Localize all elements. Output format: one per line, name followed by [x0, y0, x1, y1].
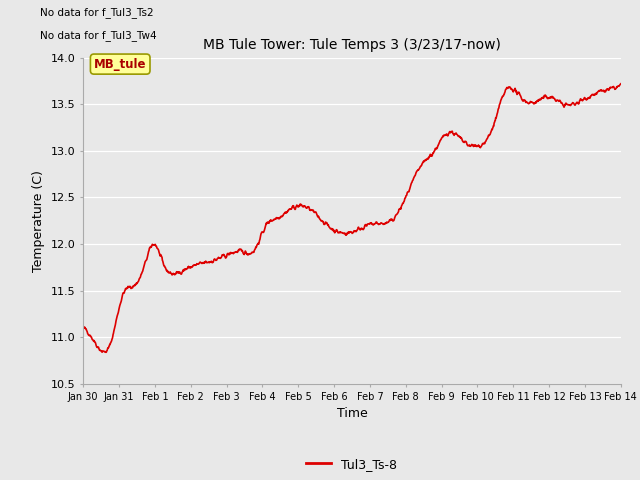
Text: MB_tule: MB_tule — [94, 58, 147, 71]
Title: MB Tule Tower: Tule Temps 3 (3/23/17-now): MB Tule Tower: Tule Temps 3 (3/23/17-now… — [203, 38, 501, 52]
Y-axis label: Temperature (C): Temperature (C) — [32, 170, 45, 272]
Text: No data for f_Tul3_Tw4: No data for f_Tul3_Tw4 — [40, 30, 157, 41]
X-axis label: Time: Time — [337, 407, 367, 420]
Legend: Tul3_Ts-8: Tul3_Ts-8 — [301, 453, 403, 476]
Text: No data for f_Tul3_Ts2: No data for f_Tul3_Ts2 — [40, 7, 154, 18]
